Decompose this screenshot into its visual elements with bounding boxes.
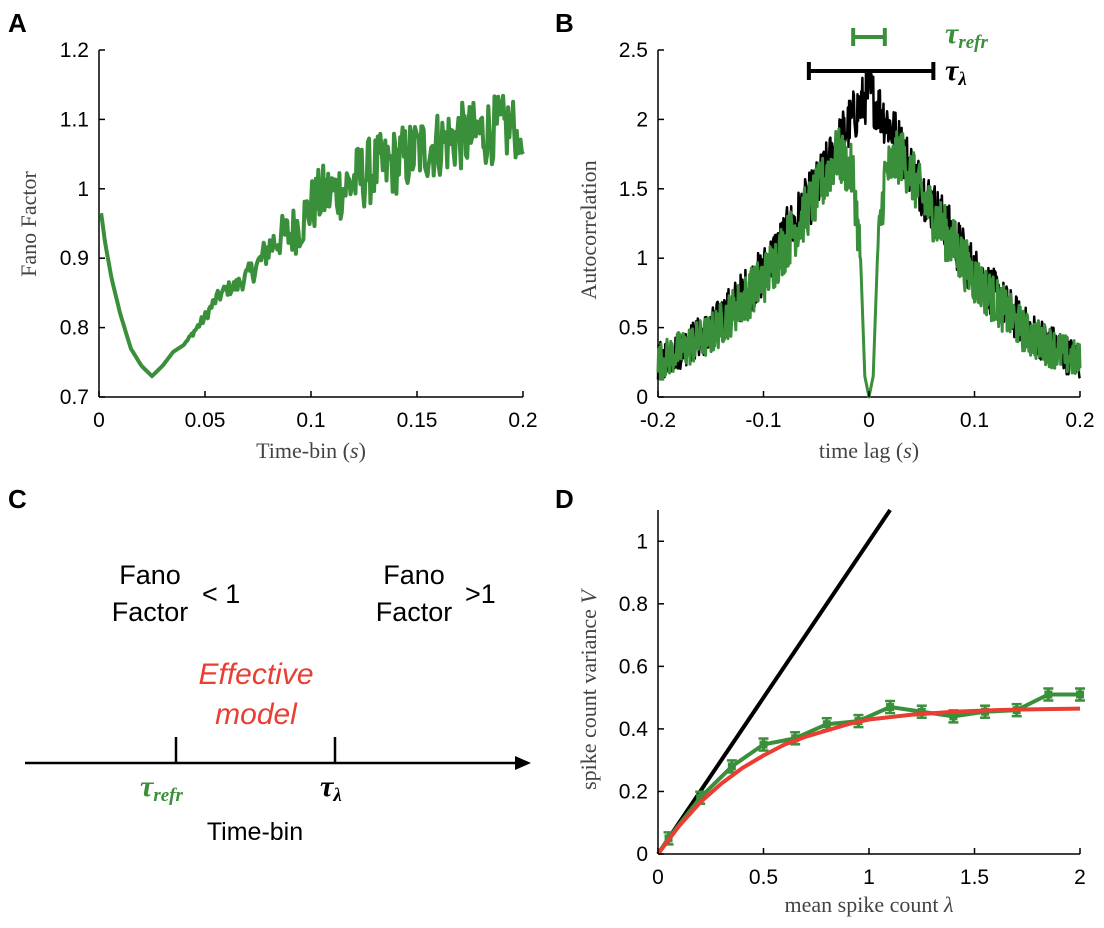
panel-c-model-label: model (215, 698, 298, 731)
panel-letter-d: D (555, 484, 574, 514)
y-tick-label: 2 (636, 108, 648, 131)
panel-c-effective-label: Effective (198, 658, 313, 691)
y-tick-label: 1.2 (60, 39, 89, 62)
panel-c-tau-refr-label: τrefr (140, 770, 183, 806)
y-tick-label: 1 (77, 178, 89, 201)
x-tick-label: 0.05 (185, 409, 226, 432)
panel-b-tau-bars (806, 28, 936, 80)
panel-c-tau-lambda-label: τλ (320, 770, 342, 806)
y-tick-label: 0.8 (619, 593, 648, 616)
x-tick-label: 0.2 (1065, 409, 1094, 432)
x-tick-label: -0.2 (640, 409, 676, 432)
panel-letter-c: C (8, 484, 27, 514)
panel-a-y-label: Fano Factor (16, 170, 41, 276)
y-tick-label: 1 (636, 530, 648, 553)
panel-c-right-relation: >1 (465, 579, 496, 609)
data-point (917, 707, 926, 716)
panel-b-tau-refr-label: τrefr (945, 17, 988, 53)
data-point (1076, 690, 1084, 699)
panel-a-fano-line (99, 93, 525, 379)
panel-a-x-label: Time-bin (s) (256, 438, 366, 463)
y-tick-label: 0 (636, 843, 648, 866)
x-tick-label: 0 (652, 866, 664, 889)
panel-b-x-label: time lag (s) (819, 438, 919, 463)
panel-c-left-fano: Fano (119, 560, 181, 590)
y-tick-label: 0.6 (619, 655, 648, 678)
x-tick-label: 0.1 (960, 409, 989, 432)
panel-letter-b: B (555, 8, 574, 38)
x-tick-label: 0 (863, 409, 875, 432)
panel-c-axis-label: Time-bin (207, 818, 303, 846)
y-tick-label: 1.5 (619, 178, 648, 201)
data-point (696, 793, 705, 802)
x-tick-label: 0.2 (508, 409, 537, 432)
data-point (1044, 690, 1053, 699)
x-tick-label: 0.5 (749, 866, 778, 889)
data-point (759, 740, 768, 749)
y-tick-label: 1 (636, 247, 648, 270)
data-point (949, 712, 958, 721)
panel-b-green-autocorr-line (656, 127, 1082, 399)
x-tick-label: -0.1 (745, 409, 781, 432)
panel-d-identity-line (656, 508, 892, 856)
panel-d-x-label: mean spike count λ (785, 892, 954, 917)
panel-c-left-factor: Factor (112, 597, 189, 627)
panel-d-red-model-line (656, 706, 1081, 856)
panel-b-chart: -0.2 -0.1 0 0.1 0.2 0 0.5 1 1.5 2 2.5 time lag (s)… (576, 17, 1095, 463)
panel-c-right-factor: Factor (376, 597, 453, 627)
x-tick-label: 1 (863, 866, 875, 889)
panel-b-y-label: Autocorrelation (576, 160, 601, 299)
y-tick-label: 0.9 (60, 247, 89, 270)
x-tick-label: 0 (93, 409, 105, 432)
y-tick-label: 0.2 (619, 780, 648, 803)
panel-c-arrowhead (515, 756, 531, 770)
x-tick-label: 2 (1074, 866, 1086, 889)
data-point (886, 703, 895, 712)
x-tick-label: 1.5 (960, 866, 989, 889)
y-tick-label: 1.1 (60, 108, 89, 131)
y-tick-label: 0.7 (60, 386, 89, 409)
data-point (822, 720, 831, 729)
panel-d-chart: 0 0.5 1 1.5 2 0 0.2 0.4 0.6 0.8 1 mean spike count… (576, 508, 1086, 917)
panel-c-left-relation: < 1 (202, 579, 240, 609)
panel-letter-a: A (8, 8, 27, 38)
y-tick-label: 0.5 (619, 317, 648, 340)
data-point (791, 734, 800, 743)
y-tick-label: 2.5 (619, 39, 648, 62)
panel-a-chart: 0 0.05 0.1 0.15 0.2 0.7 0.8 0.9 1 1.1 1.2 Time-bin… (16, 39, 538, 463)
panel-c-schematic: Fano Factor < 1 Fano Factor >1 Effective… (25, 560, 531, 846)
y-tick-label: 0 (636, 386, 648, 409)
panel-b-tau-lambda-label: τλ (945, 54, 967, 90)
panel-c-right-fano: Fano (383, 560, 445, 590)
data-point (727, 762, 736, 771)
y-tick-label: 0.8 (60, 317, 89, 340)
x-tick-label: 0.15 (397, 409, 438, 432)
panel-d-y-label: spike count variance V (576, 588, 601, 790)
y-tick-label: 0.4 (619, 718, 649, 741)
x-tick-label: 0.1 (296, 409, 325, 432)
